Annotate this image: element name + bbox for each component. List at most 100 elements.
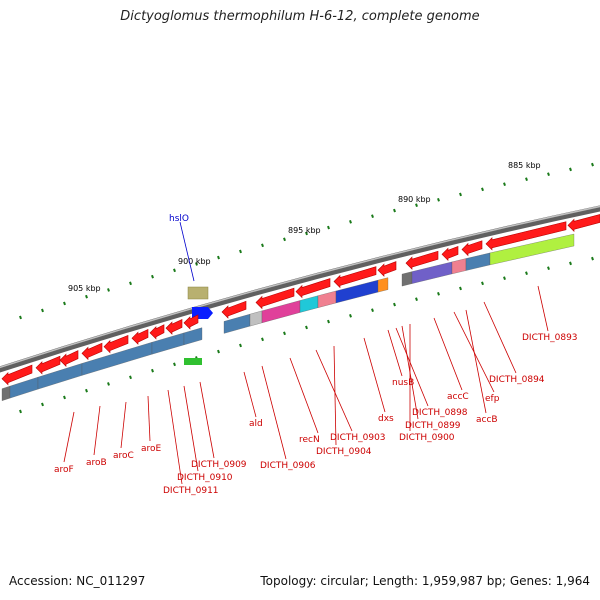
tick-mark <box>371 214 374 218</box>
leader-line <box>199 381 215 459</box>
gene-arrow <box>377 261 397 277</box>
tick-mark <box>217 255 220 260</box>
leader-line <box>537 285 549 332</box>
annotation-bar <box>317 290 337 308</box>
tick-mark <box>41 402 44 407</box>
leader-line <box>167 389 183 485</box>
tick-mark <box>547 172 550 177</box>
tick-mark <box>151 274 154 279</box>
gene-label-DICTH_0894: DICTH_0894 <box>489 375 545 385</box>
gene-arrow <box>333 266 377 289</box>
gene-arrow <box>131 328 149 345</box>
tick-mark <box>481 187 484 192</box>
tick-mark <box>239 343 242 348</box>
leader-line <box>363 337 386 413</box>
gene-label-DICTH_0906: DICTH_0906 <box>260 461 316 471</box>
leader-line <box>261 365 287 460</box>
annotation-bar <box>299 295 319 313</box>
tick-mark <box>393 302 396 307</box>
gene-arrow <box>461 240 483 257</box>
tick-mark <box>459 192 462 197</box>
tick-mark <box>107 382 110 386</box>
tick-mark <box>305 325 308 330</box>
tick-mark <box>173 268 176 273</box>
leader-line <box>387 329 403 377</box>
leader-line <box>243 371 257 418</box>
leader-line <box>333 345 337 446</box>
tick-mark <box>173 362 176 367</box>
leader-line <box>395 327 429 407</box>
leader-line <box>183 385 199 472</box>
tick-mark <box>349 314 352 318</box>
tick-mark <box>283 237 286 242</box>
annotation-bar <box>1 385 11 401</box>
leader-line <box>433 317 463 391</box>
gene-label-hslO: hslO <box>169 214 189 224</box>
gene-arrow <box>221 300 247 319</box>
tick-mark <box>349 220 352 224</box>
annotation-bar <box>451 258 467 275</box>
annotation-bar <box>377 277 389 293</box>
tick-mark <box>85 294 88 299</box>
tick-mark <box>85 388 88 393</box>
tick-mark <box>261 243 264 248</box>
gene-box-hslO-top <box>187 286 209 300</box>
gene-label-efp: efp <box>485 394 500 404</box>
gene-label-DICTH_0911: DICTH_0911 <box>163 486 219 496</box>
tick-mark <box>591 256 594 261</box>
tick-mark <box>239 249 242 254</box>
annotation-bar <box>249 310 263 327</box>
scale-ticks-inner <box>19 256 594 414</box>
scale-label-895: 895 kbp <box>288 226 321 235</box>
annotation-bar <box>401 271 413 287</box>
leader-line <box>289 357 319 434</box>
tick-mark <box>129 375 132 380</box>
gene-label-accB: accB <box>476 415 498 425</box>
tick-mark <box>437 291 440 296</box>
gene-label-aroB: aroB <box>86 458 107 468</box>
gene-arrow <box>485 221 567 251</box>
tick-mark <box>393 208 396 213</box>
tick-mark <box>591 162 594 167</box>
tick-mark <box>569 167 572 172</box>
gene-arrow <box>405 250 439 270</box>
tick-mark <box>459 286 462 291</box>
tick-mark <box>129 281 132 286</box>
leader-line <box>93 405 101 456</box>
tick-mark <box>63 395 66 400</box>
map-title: Dictyoglomus thermophilum H-6-12, comple… <box>120 9 480 24</box>
gene-label-ald: ald <box>249 419 263 429</box>
tick-mark <box>481 281 484 286</box>
scale-label-890: 890 kbp <box>398 195 431 204</box>
gene-label-aroC: aroC <box>113 451 134 461</box>
tick-mark <box>415 297 418 301</box>
leader-line <box>315 349 353 432</box>
scale-label-905: 905 kbp <box>68 284 101 293</box>
gene-label-accC: accC <box>447 392 469 402</box>
tick-mark <box>371 308 374 312</box>
genome-backbone <box>0 205 600 373</box>
tick-mark <box>217 349 220 354</box>
tick-mark <box>107 288 110 292</box>
gene-arrow <box>567 214 600 233</box>
gene-arrow <box>165 318 183 335</box>
leader-line <box>465 309 487 414</box>
tick-mark <box>503 276 506 280</box>
tick-mark <box>19 315 22 320</box>
tick-mark <box>569 261 572 266</box>
tick-mark <box>525 271 528 275</box>
annotation-bar <box>489 233 575 266</box>
tick-mark <box>41 308 44 313</box>
label-leader-lines <box>63 285 549 485</box>
tick-mark <box>327 225 330 230</box>
gene-label-DICTH_0904: DICTH_0904 <box>316 447 372 457</box>
tick-mark <box>415 203 418 207</box>
tick-mark <box>525 177 528 181</box>
gene-arrow <box>183 314 199 330</box>
gene-label-DICTH_0903: DICTH_0903 <box>330 433 386 443</box>
gene-label-DICTH_0898: DICTH_0898 <box>412 408 468 418</box>
annotation-bars <box>1 233 575 401</box>
accession-text: Accession: NC_011297 <box>9 574 146 588</box>
leader-line <box>63 411 75 463</box>
tick-mark <box>151 368 154 373</box>
